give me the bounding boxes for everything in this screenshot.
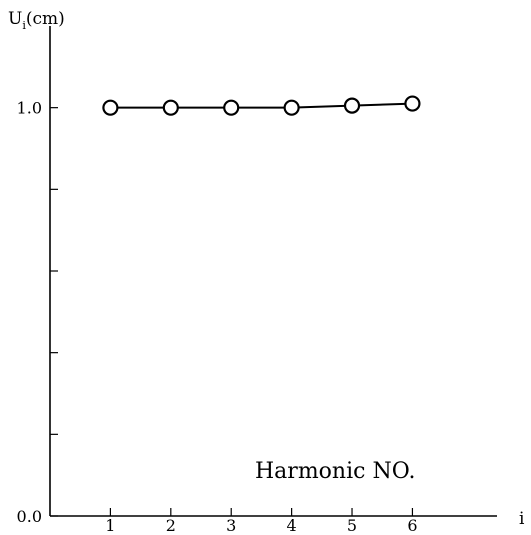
x-axis-label: i	[519, 509, 525, 529]
x-tick-label-3: 3	[226, 516, 236, 535]
y-axis-label-subscript: i	[22, 19, 26, 32]
y-axis-label: Ui(cm)	[8, 9, 65, 32]
x-tick-label-2: 2	[166, 516, 176, 535]
series-point-6	[404, 95, 421, 112]
chart-annotation: Harmonic NO.	[255, 459, 415, 484]
x-tick-label-4: 4	[287, 516, 297, 535]
series-point-4	[283, 99, 300, 116]
x-tick-label-1: 1	[105, 516, 115, 535]
x-tick-label-5: 5	[347, 516, 357, 535]
series-point-1	[102, 99, 119, 116]
series-line-0	[110, 102, 413, 109]
y-axis-label-unit: (cm)	[26, 9, 65, 29]
y-axis-label-main: U	[8, 9, 22, 29]
x-tick-label-6: 6	[407, 516, 417, 535]
series-point-5	[343, 97, 361, 114]
series-point-3	[223, 99, 240, 116]
chart-layer: 1 2 3 4 5 6 0.0 1.0	[17, 26, 497, 535]
y-tick-label-1-0: 1.0	[17, 99, 42, 118]
series-point-2	[162, 99, 179, 116]
y-tick-label-0-0: 0.0	[17, 507, 42, 526]
